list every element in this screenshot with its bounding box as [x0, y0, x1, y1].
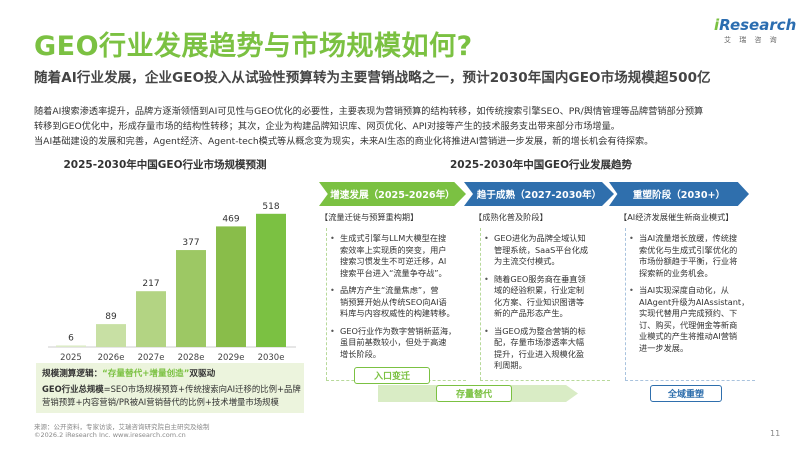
divider: [625, 380, 755, 381]
logic-heading: 规模测算逻辑：“存量替代+增量创造”双驱动: [42, 369, 216, 379]
bar-2029e: [216, 226, 246, 347]
x-tick-label: 2027e: [138, 353, 165, 363]
body-paragraph: 随着AI搜索渗透率提升，品牌方逐渐领悟到AI可见性与GEO优化的必要性，主要表现…: [34, 104, 774, 149]
list-item: 生成式引擎与LLM大模型在搜索效率上实现质的突变，用户搜索习惯发生不可逆迁移，A…: [320, 233, 463, 279]
stage-arrow-reshape: 重塑阶段（2030+）: [609, 182, 749, 206]
tag-full-reshape: 全域重塑: [650, 385, 722, 402]
body-line: 随着AI搜索渗透率提升，品牌方逐渐领悟到AI可见性与GEO优化的必要性，主要表现…: [34, 106, 704, 117]
bar-2030e: [256, 213, 286, 347]
list-item: 当AI实现深度自动化，从AIAgent升级为AIAssistant，实现代替用户…: [619, 285, 761, 354]
tag-stock-replacement: 存量替代: [436, 385, 512, 402]
data-label: 518: [262, 202, 279, 212]
iresearch-logo: iResearch 艾 瑞 咨 询: [714, 16, 797, 44]
bar-2025: [56, 345, 86, 347]
logic-formula-line: 营销预算+内容营销/PR被AI营销替代的比例+技术増量市场规模: [42, 397, 279, 407]
source-note: 来源：公开资料，专家访谈，艾瑞咨询研究院自主研究及绘制: [34, 423, 210, 431]
x-tick-label: 2028e: [178, 353, 205, 363]
stage-arrow-maturity: 趋于成熟（2027-2030年）: [464, 182, 614, 206]
data-label: 377: [182, 238, 199, 248]
stage-header: 【成熟化普及阶段】: [474, 212, 548, 222]
chart-title: 2025-2030年中国GEO行业市场规模预测: [63, 159, 267, 171]
data-label: 217: [142, 279, 159, 289]
trend-title: 2025-2030年中国GEO行业发展趋势: [449, 159, 633, 171]
data-label: 89: [105, 312, 117, 322]
stage-header: 【AI经济发展催生新商业模式】: [619, 212, 734, 222]
tag-entry-change: 入口变迁: [354, 367, 430, 384]
x-tick-label: 2025: [60, 353, 82, 363]
divider: [480, 380, 610, 381]
stage-column-maturity: 【成熟化普及阶段】 GEO进化为品牌全域认知管理系统，SaaS平台化成为主流交付…: [474, 211, 612, 378]
body-line: 当AI基础建设的发展和完善，Agent经济、Agent-tech模式等从概念变为…: [34, 136, 654, 147]
x-tick-label: 2030e: [258, 353, 285, 363]
body-line: 转移到GEO优化中，形成存量市场的结构性转移；其次，企业为构建品牌知识库、网页优…: [34, 121, 620, 132]
x-tick-label: 2026e: [98, 353, 125, 363]
page-number: 11: [770, 429, 781, 438]
list-item: 随着GEO服务商在垂直领域的经验积累，行业定制化方案、行业知识图谱等新的产品形态…: [474, 274, 612, 320]
stage-header: 【流量迁徙与预算重构期】: [320, 212, 419, 222]
page-title: GEO行业发展趋势与市场规模如何?: [34, 31, 473, 62]
page-subtitle: 随着AI行业发展，企业GEO投入从试验性预算转为主要营销战略之一，预计2030年…: [34, 70, 711, 86]
data-label: 469: [222, 214, 239, 224]
list-item: 品牌方产生“流量焦虑”，营销预算开始从传统SEO向AI语料库与内容权威性的构建转…: [320, 285, 463, 320]
x-tick-label: 2029e: [218, 353, 245, 363]
stage-column-reshape: 【AI经济发展催生新商业模式】 当AI流量增长放缓，传统搜索优化与生成式引擎优化…: [619, 211, 761, 360]
market-size-bar-chart: 6 2025 89 2026e 217 2027e 377 2028e 469 2029e 518 2…: [48, 202, 296, 363]
logic-formula-line: GEO行业总规模=SEO市场规模预算+传统搜索向AI迁移的比例+品牌: [42, 384, 301, 394]
bar-2027e: [136, 291, 166, 347]
data-label: 6: [68, 333, 74, 343]
bar-2028e: [176, 250, 206, 347]
bar-2026e: [96, 324, 126, 347]
calculation-logic-box: 规模测算逻辑：“存量替代+增量创造”双驱动 GEO行业总规模=SEO市场规模预算…: [36, 363, 304, 413]
list-item: 当AI流量增长放缓，传统搜索优化与生成式引擎优化的市场份额趋于平衡，行业将探索新…: [619, 233, 761, 279]
stage-arrow-growth: 增速发展（2025-2026年）: [319, 182, 466, 206]
stage-column-growth: 【流量迁徙与预算重构期】 生成式引擎与LLM大模型在搜索效率上实现质的突变，用户…: [320, 211, 463, 366]
copyright: ©2026.2 iResearch Inc. www.iresearch.com…: [34, 431, 186, 439]
